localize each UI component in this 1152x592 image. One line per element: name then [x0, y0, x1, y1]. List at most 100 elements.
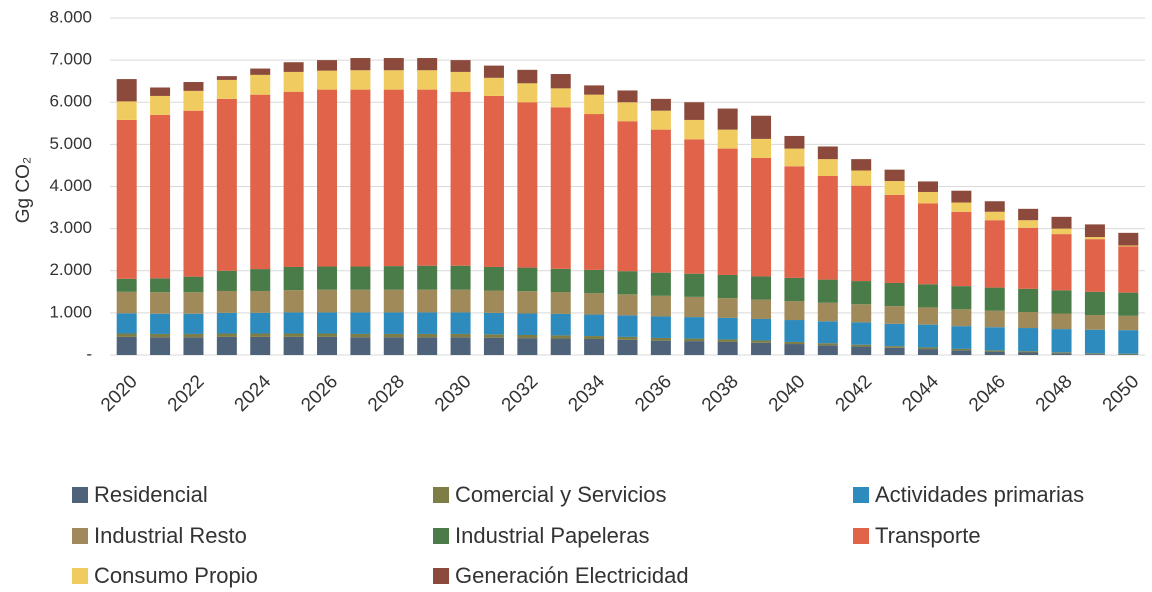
legend-swatch [72, 487, 88, 503]
bar-segment [617, 271, 638, 295]
bar-segment [1084, 237, 1105, 240]
legend-swatch [433, 568, 449, 584]
bar-segment [1051, 234, 1072, 291]
bar-segment [317, 289, 338, 313]
bar-segment [684, 317, 705, 339]
bar-segment [751, 299, 772, 319]
y-tick-label: 2.000 [49, 260, 92, 279]
x-tick-label: 2050 [1099, 371, 1144, 416]
bar-segment [350, 89, 371, 267]
bar-segment [984, 201, 1005, 212]
bar-segment [1051, 228, 1072, 235]
bar-segment [383, 312, 404, 334]
bar-segment [650, 272, 671, 296]
legend-swatch [433, 487, 449, 503]
bar-segment [216, 333, 237, 337]
bar-segment [250, 333, 271, 337]
x-tick-label: 2020 [97, 371, 142, 416]
bar-segment [383, 58, 404, 71]
bar-segment [350, 333, 371, 338]
bar-segment [450, 91, 471, 266]
legend-label: Generación Electricidad [455, 563, 689, 588]
bar-segment [483, 95, 504, 267]
bar-segment [1018, 351, 1039, 353]
bar-segment [317, 89, 338, 267]
bar-segment [817, 302, 838, 322]
bar-segment [851, 322, 872, 345]
bar-segment [617, 121, 638, 272]
bar-segment [984, 351, 1005, 355]
bar-segment [283, 333, 304, 337]
bar-segment [417, 333, 438, 338]
bar-segment [1084, 239, 1105, 292]
bar-segment [483, 65, 504, 78]
legend-label: Comercial y Servicios [455, 482, 667, 507]
bar-segment [650, 110, 671, 130]
bar-segment [550, 335, 571, 339]
bar-segment [150, 337, 171, 355]
bar-segment [717, 339, 738, 342]
bar-segment [483, 312, 504, 335]
legend-swatch [72, 568, 88, 584]
bar-segment [183, 292, 204, 314]
bar-segment [283, 71, 304, 92]
bar-segment [1084, 224, 1105, 238]
bar-segment [984, 310, 1005, 328]
bar-segment [917, 307, 938, 325]
bar-segment [684, 119, 705, 140]
bar-segment [584, 114, 605, 270]
bar-segment [951, 190, 972, 203]
bar-segment [584, 85, 605, 95]
bar-segment [183, 90, 204, 111]
x-tick-label: 2042 [832, 371, 877, 416]
bar-segment [417, 337, 438, 355]
bar-segment [116, 119, 137, 279]
bar-segment [150, 278, 171, 293]
bar-segment [250, 290, 271, 313]
bar-segment [317, 312, 338, 334]
bar-segment [717, 341, 738, 355]
bar-segment [684, 102, 705, 120]
bar-segment [383, 89, 404, 267]
bar-segment [483, 334, 504, 338]
bar-segment [216, 270, 237, 291]
bar-segment [884, 323, 905, 347]
bar-segment [917, 284, 938, 308]
x-tick-label: 2034 [564, 371, 609, 416]
bar-segment [116, 101, 137, 120]
bar-segment [817, 279, 838, 303]
x-tick-label: 2022 [164, 371, 209, 416]
bar-segment [483, 290, 504, 313]
bar-segment [1018, 352, 1039, 355]
bar-segment [550, 313, 571, 336]
x-tick-label: 2036 [631, 371, 676, 416]
bar-segment [751, 138, 772, 158]
bar-segment [350, 58, 371, 71]
bar-segment [1018, 227, 1039, 289]
bar-segment [684, 341, 705, 355]
legend-label: Transporte [875, 523, 981, 548]
bar-segment [450, 265, 471, 290]
bar-segment [550, 88, 571, 108]
bar-segment [751, 157, 772, 277]
legend-label: Consumo Propio [94, 563, 258, 588]
bar-segment [917, 181, 938, 192]
bar-segment [751, 318, 772, 341]
bar-segment [717, 108, 738, 130]
bar-segment [784, 320, 805, 342]
bar-segment [383, 266, 404, 290]
bar-segment [450, 71, 471, 92]
bar-segment [483, 77, 504, 96]
bar-segment [383, 337, 404, 355]
bar-segment [283, 91, 304, 267]
bar-segment [150, 114, 171, 279]
bar-segment [584, 336, 605, 339]
x-tick-label: 2044 [898, 371, 943, 416]
bar-segment [350, 70, 371, 90]
bar-segment [884, 347, 905, 355]
bar-segment [717, 317, 738, 340]
bar-segment [517, 267, 538, 292]
bar-segment [116, 336, 137, 355]
bar-segment [350, 337, 371, 355]
bar-segment [383, 289, 404, 313]
